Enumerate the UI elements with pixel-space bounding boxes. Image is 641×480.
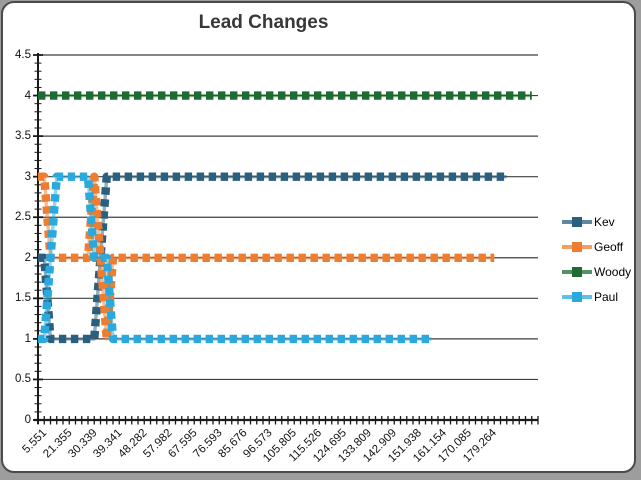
legend-item-geoff[interactable]: Geoff [562,234,631,259]
legend-label: Geoff [594,239,624,254]
y-tick-label: 0 [24,414,31,426]
legend-label: Paul [594,289,619,304]
legend-swatch-marker [572,267,582,277]
legend-series-swatch [562,266,592,277]
chart-window-frame [1,1,636,473]
legend-item-paul[interactable]: Paul [562,284,631,309]
legend-series-swatch [562,241,592,252]
chart-title[interactable]: Lead Changes [198,12,329,33]
y-tick-label: 2 [24,251,31,264]
x-axis-ticks [37,416,539,425]
axes [34,53,538,424]
legend-label: Kev [594,214,615,229]
y-tick-label: 2.5 [15,211,31,224]
legend-swatch-marker [572,292,582,302]
y-tick-label: 4 [24,89,31,102]
legend-item-kev[interactable]: Kev [562,209,631,234]
y-tick-label: 1 [24,332,31,345]
legend-item-woody[interactable]: Woody [562,259,631,284]
y-tick-label: 1.5 [15,292,31,305]
legend-swatch-marker [572,242,582,252]
series-line-geoff[interactable] [38,172,495,344]
series-line-kev[interactable] [38,172,507,344]
series-line-paul[interactable] [38,172,432,344]
y-tick-label: 3 [24,170,31,183]
legend-series-swatch [562,291,592,302]
legend-swatch-marker [572,217,582,227]
y-tick-label: 3.5 [15,130,31,143]
y-tick-label: 4.5 [15,49,31,61]
y-axis-ticks [33,54,43,421]
legend-series-swatch [562,216,592,227]
legend-label: Woody [594,264,632,279]
y-tick-label: 0.5 [15,373,31,386]
chart-legend[interactable]: Kev Geoff Woody Paul [562,209,631,309]
